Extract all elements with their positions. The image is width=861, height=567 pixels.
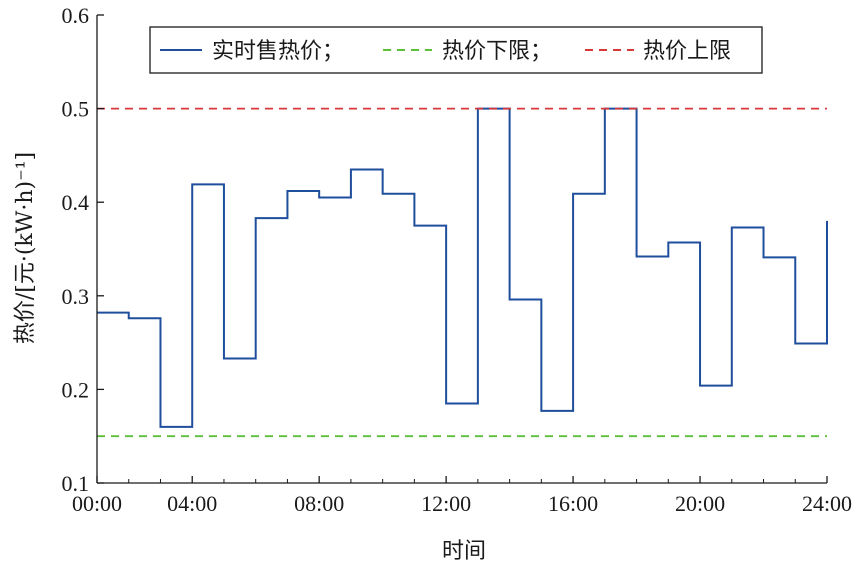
axes	[96, 15, 827, 484]
y-tick-label: 0.2	[62, 377, 90, 402]
x-tick-label: 20:00	[675, 491, 725, 516]
y-axis-title: 热价/[元·(kW·h)⁻¹]	[13, 152, 38, 344]
x-tick-label: 08:00	[294, 491, 344, 516]
legend-box	[149, 26, 763, 74]
legend-label-lower: 热价下限；	[442, 39, 552, 64]
legend-label-upper: 热价上限	[643, 39, 731, 64]
x-tick-label: 16:00	[548, 491, 598, 516]
y-tick-label: 0.3	[62, 284, 90, 309]
y-tick-label: 0.1	[62, 471, 90, 496]
x-tick-label: 04:00	[167, 491, 217, 516]
y-tick-label: 0.4	[62, 190, 90, 215]
y-ticks: 0.1 0.2 0.3 0.4 0.5 0.6	[62, 3, 104, 496]
x-ticks: 00:00 04:00 08:00 12:00 16:00 20:00 24:00	[72, 476, 852, 516]
legend: 实时售热价； 热价下限； 热价上限	[149, 26, 763, 74]
x-tick-label: 00:00	[72, 491, 122, 516]
y-tick-label: 0.6	[62, 3, 90, 28]
x-tick-label: 24:00	[802, 491, 852, 516]
plot-lines	[97, 107, 828, 438]
series-line-realtime-price	[97, 107, 828, 428]
legend-label-realtime: 实时售热价；	[212, 39, 344, 64]
x-tick-label: 12:00	[421, 491, 471, 516]
y-tick-label: 0.5	[62, 97, 90, 122]
x-axis-title: 时间	[442, 539, 486, 564]
